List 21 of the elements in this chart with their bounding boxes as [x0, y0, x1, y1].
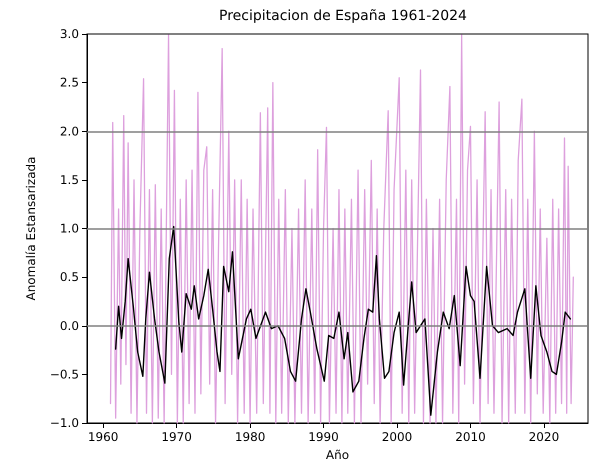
- x-tick-label: 1970: [161, 430, 192, 444]
- y-tick-label: 2.5: [60, 76, 79, 90]
- y-tick-label: −1.0: [50, 416, 79, 430]
- line-series: [114, 226, 572, 416]
- x-tick-label: 1990: [308, 430, 339, 444]
- x-tick-label: 1960: [88, 430, 118, 444]
- y-tick-label: 1.5: [60, 172, 79, 187]
- y-tick-label: 3.0: [60, 27, 79, 41]
- y-tick-label: −0.5: [50, 367, 79, 382]
- x-tick-label: 2010: [455, 430, 486, 444]
- y-tick-label: 0.0: [60, 318, 79, 333]
- line-series: [110, 34, 574, 424]
- x-tick-label: 2000: [382, 430, 412, 444]
- x-tick-label: 1980: [234, 430, 266, 444]
- y-tick-label: 1.0: [60, 222, 79, 236]
- y-axis-title: Anomalía Estansarizada: [24, 156, 38, 301]
- x-axis-title: Año: [326, 448, 350, 462]
- y-tick-label: 2.0: [60, 124, 79, 138]
- chart-title: Precipitacion de España 1961-2024: [219, 8, 468, 24]
- y-tick-label: 0.5: [60, 270, 79, 284]
- x-tick-label: 2020: [528, 430, 560, 444]
